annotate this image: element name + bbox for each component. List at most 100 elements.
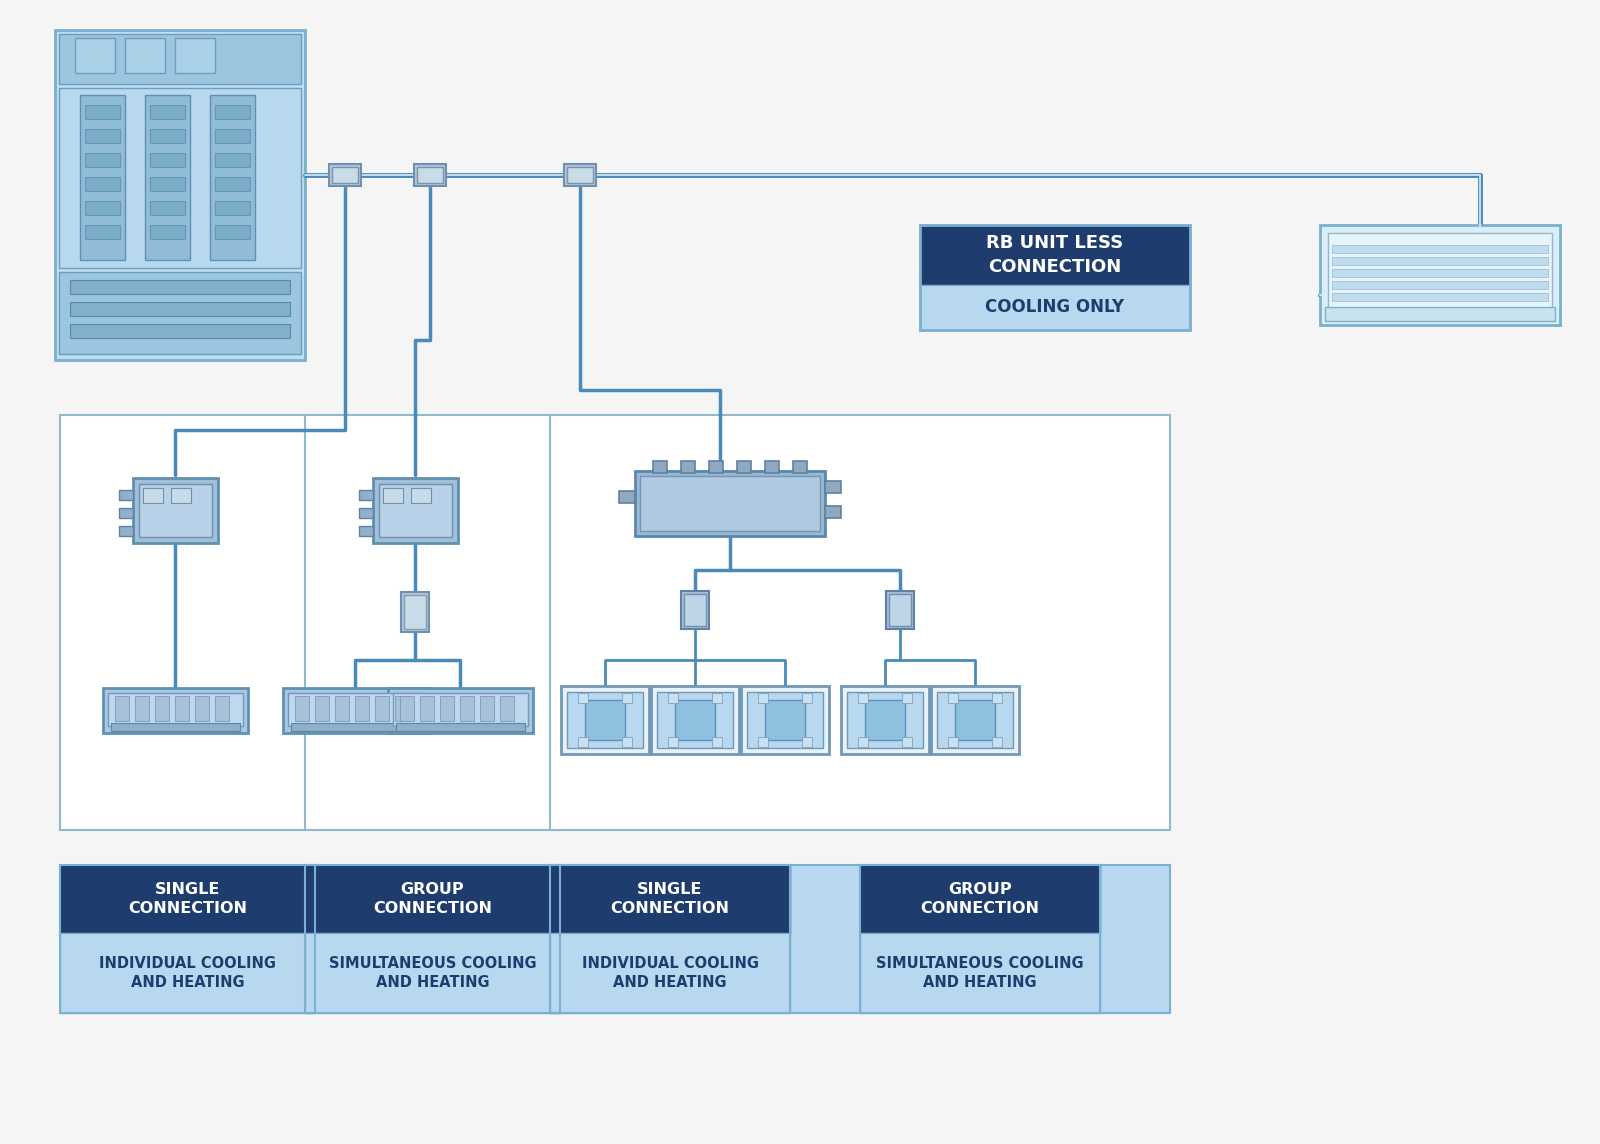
Bar — [75, 38, 115, 73]
Bar — [794, 461, 806, 472]
Bar — [1328, 233, 1552, 313]
Bar — [315, 696, 330, 721]
Bar — [826, 480, 842, 493]
Bar — [214, 225, 250, 239]
Bar — [403, 595, 426, 629]
Bar — [358, 526, 373, 537]
Bar — [566, 167, 594, 183]
Bar — [85, 201, 120, 215]
Bar — [306, 415, 560, 831]
Bar — [70, 280, 290, 294]
Bar — [651, 686, 739, 754]
Bar — [826, 506, 842, 518]
Text: COOLING ONLY: COOLING ONLY — [986, 299, 1125, 317]
Bar — [330, 164, 362, 186]
Bar — [902, 693, 912, 704]
Bar — [70, 302, 290, 316]
Bar — [150, 153, 186, 167]
Bar — [387, 688, 533, 733]
Bar — [333, 167, 358, 183]
Bar — [992, 693, 1002, 704]
Bar — [142, 488, 163, 503]
Bar — [550, 934, 790, 1012]
Bar — [461, 696, 474, 721]
Bar — [109, 693, 243, 726]
Bar — [947, 693, 958, 704]
Bar — [358, 490, 373, 500]
Bar — [125, 38, 165, 73]
Text: SIMULTANEOUS COOLING
AND HEATING: SIMULTANEOUS COOLING AND HEATING — [328, 955, 536, 991]
Bar — [61, 415, 315, 831]
Bar — [174, 38, 214, 73]
Bar — [992, 737, 1002, 747]
Bar — [150, 225, 186, 239]
Bar — [59, 34, 301, 84]
Bar — [635, 471, 826, 537]
Bar — [842, 686, 930, 754]
Bar — [861, 934, 1101, 1012]
Bar — [171, 488, 190, 503]
Bar — [411, 488, 430, 503]
Bar — [139, 484, 211, 537]
Bar — [902, 737, 912, 747]
Bar — [938, 692, 1013, 748]
Bar — [1331, 257, 1549, 265]
Bar — [334, 696, 349, 721]
Bar — [802, 737, 813, 747]
Bar — [306, 865, 560, 1012]
Bar — [566, 692, 643, 748]
Bar — [712, 693, 722, 704]
Bar — [414, 164, 446, 186]
Bar — [155, 696, 170, 721]
Bar — [400, 696, 414, 721]
Bar — [563, 164, 595, 186]
Bar — [306, 865, 560, 934]
Bar — [550, 415, 1170, 831]
Text: GROUP
CONNECTION: GROUP CONNECTION — [373, 882, 493, 916]
Bar — [118, 508, 133, 518]
Bar — [118, 490, 133, 500]
Bar — [146, 95, 190, 260]
Bar — [174, 696, 189, 721]
Bar — [150, 105, 186, 119]
Bar — [294, 696, 309, 721]
Bar — [747, 692, 822, 748]
Bar — [765, 700, 805, 740]
Text: GROUP
CONNECTION: GROUP CONNECTION — [920, 882, 1040, 916]
Text: SINGLE
CONNECTION: SINGLE CONNECTION — [611, 882, 730, 916]
Bar — [712, 737, 722, 747]
Bar — [861, 865, 1101, 1012]
Bar — [118, 526, 133, 537]
Bar — [418, 167, 443, 183]
Bar — [738, 461, 750, 472]
Bar — [70, 324, 290, 337]
Bar — [858, 737, 867, 747]
Bar — [578, 737, 589, 747]
Bar — [440, 696, 454, 721]
Bar — [499, 696, 514, 721]
Bar — [1331, 293, 1549, 301]
Bar — [955, 700, 995, 740]
Bar — [374, 696, 389, 721]
Bar — [709, 461, 723, 472]
Bar — [550, 865, 1170, 1012]
Bar — [550, 865, 790, 934]
Text: SINGLE
CONNECTION: SINGLE CONNECTION — [128, 882, 246, 916]
Bar — [150, 177, 186, 191]
Bar — [397, 723, 525, 731]
Bar — [765, 461, 779, 472]
Bar — [214, 177, 250, 191]
Bar — [1325, 307, 1555, 321]
Bar — [59, 88, 301, 268]
Bar — [675, 700, 715, 740]
Bar — [134, 696, 149, 721]
Bar — [622, 737, 632, 747]
Text: INDIVIDUAL COOLING
AND HEATING: INDIVIDUAL COOLING AND HEATING — [581, 955, 758, 991]
Bar — [214, 696, 229, 721]
Bar — [669, 693, 678, 704]
Text: INDIVIDUAL COOLING
AND HEATING: INDIVIDUAL COOLING AND HEATING — [99, 955, 277, 991]
Bar — [102, 688, 248, 733]
Bar — [858, 693, 867, 704]
Bar — [886, 591, 914, 629]
Bar — [802, 693, 813, 704]
